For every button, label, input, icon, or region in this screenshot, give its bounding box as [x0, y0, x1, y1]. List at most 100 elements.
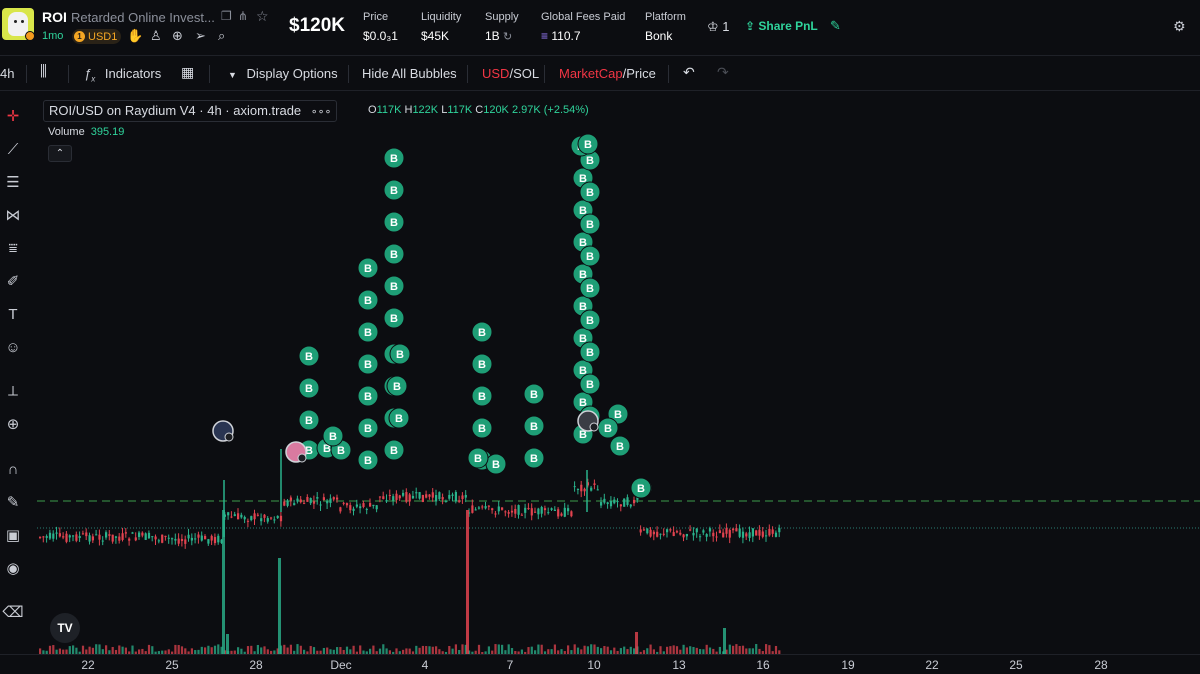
trash-icon[interactable]: ⌫ [2, 604, 24, 621]
buy-bubble[interactable]: B [357, 289, 379, 311]
chart-canvas[interactable]: BBBBBBBBBBBBBBBBBBBBBBBBBBBBBBBBBBBBBBBB… [37, 92, 1200, 654]
buy-bubble[interactable]: B [357, 385, 379, 407]
horizontal-lines-icon[interactable]: ☰ [6, 174, 20, 191]
candle-body [431, 492, 434, 498]
buy-bubble[interactable]: B [579, 277, 601, 299]
bubble-letter: B [579, 429, 587, 441]
lock-icon[interactable]: ▣ [5, 527, 21, 544]
buy-bubble[interactable]: B [383, 439, 405, 461]
buy-bubble[interactable]: B [597, 417, 619, 439]
copy-icon[interactable]: ❐ [221, 9, 232, 23]
currency-toggle[interactable]: USD/SOL [482, 66, 540, 81]
tradingview-logo[interactable]: TV [50, 613, 80, 643]
volume-bar [748, 648, 751, 654]
buy-bubble[interactable]: B [389, 343, 411, 365]
buy-bubble[interactable]: B [386, 375, 408, 397]
buy-bubble[interactable]: B [471, 321, 493, 343]
telegram-icon[interactable]: ➢ [195, 28, 206, 43]
buy-bubble[interactable]: B [383, 211, 405, 233]
indicators-button[interactable]: ƒx Indicators [84, 66, 161, 84]
brush-icon[interactable]: ✐ [6, 273, 20, 290]
buy-bubble[interactable]: B [298, 409, 320, 431]
buy-bubble[interactable]: B [471, 417, 493, 439]
buy-bubble[interactable]: B [579, 181, 601, 203]
star-icon[interactable]: ☆ [256, 8, 269, 24]
share-pnl-button[interactable]: ⇪ Share PnL [745, 19, 818, 33]
refresh-icon[interactable]: ↻ [503, 31, 513, 43]
bubble-circle [383, 275, 405, 297]
buy-bubble[interactable]: B [523, 415, 545, 437]
buy-bubble[interactable]: B [579, 245, 601, 267]
buy-bubble[interactable]: B [579, 341, 601, 363]
trend-line-icon[interactable]: ⟋ [7, 141, 19, 158]
chart-legend-title[interactable]: ROI/USD on Raydium V4 · 4h · axiom.trade… [43, 100, 338, 122]
buy-bubble[interactable]: B [579, 373, 601, 395]
buy-bubble[interactable]: B [388, 407, 410, 429]
eye-icon[interactable]: ◉ [6, 560, 20, 577]
emoji-icon[interactable]: ☺ [5, 339, 21, 356]
display-options-button[interactable]: ▼ Display Options [228, 66, 338, 81]
buy-bubble[interactable]: B [357, 353, 379, 375]
redo-icon[interactable]: ↷ [717, 64, 729, 80]
buy-bubble[interactable]: B [357, 449, 379, 471]
buy-bubble[interactable]: B [383, 275, 405, 297]
undo-icon[interactable]: ↶ [683, 64, 695, 80]
buy-bubble[interactable]: B [579, 213, 601, 235]
buy-bubble[interactable]: B [383, 243, 405, 265]
crosshair-icon[interactable]: ✛ [6, 108, 20, 125]
buy-bubble[interactable]: B [322, 425, 344, 447]
buy-bubble[interactable]: B [471, 385, 493, 407]
mode-toggle[interactable]: MarketCap/Price [559, 66, 656, 81]
buy-bubble[interactable]: B [357, 417, 379, 439]
watchlist-button[interactable]: ♔ 1 [707, 19, 730, 35]
buy-bubble[interactable]: B [383, 179, 405, 201]
buy-bubble[interactable]: B [298, 345, 320, 367]
interval-button[interactable]: 4h [0, 66, 15, 81]
pin-icon[interactable]: ✎ [830, 18, 841, 33]
buy-bubble[interactable]: B [630, 477, 652, 499]
gear-icon[interactable]: ⚙ [1173, 18, 1186, 34]
candle-body [154, 536, 157, 540]
zoom-icon[interactable]: ⊕ [6, 416, 20, 433]
buy-bubble[interactable]: B [577, 133, 599, 155]
pattern-icon[interactable]: ⋈ [5, 207, 21, 224]
candle-type-icon[interactable]: ⫼ [40, 63, 47, 80]
search-icon[interactable]: ⌕ [218, 28, 226, 43]
hide-bubbles-button[interactable]: Hide All Bubbles [362, 66, 457, 81]
fib-icon[interactable]: ⩸ [8, 240, 18, 257]
buy-bubble[interactable]: B [383, 147, 405, 169]
collapse-button[interactable]: ⌃ [48, 145, 72, 162]
ruler-icon[interactable]: ⟂ [7, 383, 18, 400]
buy-bubble[interactable]: B [609, 435, 631, 457]
buy-bubble[interactable]: B [523, 447, 545, 469]
candle-body [408, 494, 411, 502]
candle-body [157, 540, 160, 542]
volume-bar [375, 651, 378, 654]
volume-bar [157, 651, 160, 654]
lock-drawing-icon[interactable]: ✎ [6, 494, 20, 511]
bubble-circle [357, 289, 379, 311]
magnet-icon[interactable]: ∩ [7, 461, 19, 478]
buy-bubble[interactable]: B [298, 377, 320, 399]
buy-bubble[interactable]: B [467, 447, 489, 469]
share-icon[interactable]: ⋔ [238, 9, 249, 23]
chef-icon[interactable]: ✋ [127, 28, 144, 43]
text-icon[interactable]: T [8, 306, 18, 323]
buy-bubble[interactable]: B [579, 309, 601, 331]
buy-bubble[interactable]: B [471, 353, 493, 375]
more-icon[interactable]: ∘∘∘ [310, 106, 332, 118]
layout-grid-icon[interactable]: ▦ [181, 64, 195, 80]
volume-bar [85, 649, 88, 654]
buy-bubble[interactable]: B [485, 453, 507, 475]
globe-icon[interactable]: ⊕ [172, 28, 183, 43]
candle-body [461, 495, 464, 500]
buy-bubble[interactable]: B [383, 307, 405, 329]
buy-bubble[interactable]: B [357, 257, 379, 279]
buy-bubble[interactable]: B [357, 321, 379, 343]
token-logo[interactable] [2, 8, 34, 40]
candle-body [339, 507, 342, 512]
buy-bubble[interactable]: B [523, 383, 545, 405]
user-icon[interactable]: ♙ [150, 28, 162, 43]
usd1-badge[interactable]: 1 USD1 [72, 29, 122, 44]
